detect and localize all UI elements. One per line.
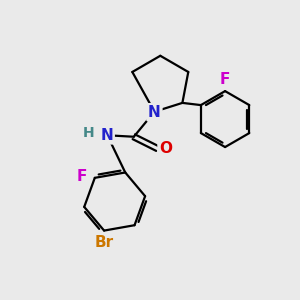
- Text: F: F: [76, 169, 87, 184]
- Text: H: H: [82, 126, 94, 140]
- Text: O: O: [159, 141, 172, 156]
- Text: N: N: [100, 128, 113, 143]
- Text: N: N: [148, 105, 161, 120]
- Text: F: F: [220, 72, 230, 87]
- Text: Br: Br: [94, 236, 114, 250]
